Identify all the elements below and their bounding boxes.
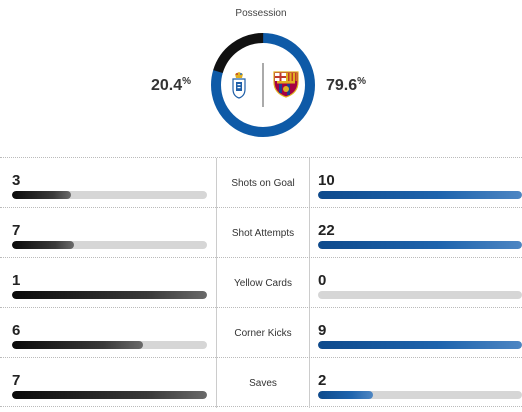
stat-label: Shot Attempts	[216, 208, 310, 258]
away-stat-value: 22	[318, 222, 335, 239]
home-stat-value: 3	[12, 172, 21, 189]
real-oviedo-crest-icon	[232, 72, 246, 99]
home-stat-bar-fill	[12, 391, 207, 399]
possession-title: Possession	[235, 8, 287, 19]
home-stat-bar	[12, 291, 207, 299]
match-stats-table: 3 Shots on Goal 10 7 Shot Attempts 22 1 …	[0, 157, 522, 408]
possession-home-arc	[211, 33, 315, 137]
home-stat-bar	[12, 191, 207, 199]
away-stat-bar-fill	[318, 391, 374, 399]
home-stat-cell: 7	[0, 358, 216, 408]
away-stat-bar	[318, 341, 522, 349]
away-stat-cell: 0	[310, 258, 522, 308]
home-stat-value: 7	[12, 222, 21, 239]
stat-row-shot-attempts: 7 Shot Attempts 22	[0, 207, 522, 258]
home-stat-value: 1	[12, 272, 21, 289]
home-stat-value: 6	[12, 322, 21, 339]
home-stat-bar	[12, 341, 207, 349]
away-stat-cell: 22	[310, 208, 522, 258]
home-stat-cell: 3	[0, 158, 216, 208]
possession-donut	[211, 33, 315, 137]
home-stat-bar-fill	[12, 191, 71, 199]
away-stat-value: 9	[318, 322, 327, 339]
away-stat-cell: 2	[310, 358, 522, 408]
home-stat-value: 7	[12, 372, 21, 389]
stat-row-saves: 7 Saves 2	[0, 357, 522, 408]
away-stat-value: 10	[318, 172, 335, 189]
away-possession-percent: 79.6%	[326, 76, 367, 94]
stat-label: Corner Kicks	[216, 308, 310, 358]
home-stat-cell: 1	[0, 258, 216, 308]
fc-barcelona-crest-icon	[273, 71, 299, 98]
away-stat-bar-fill	[318, 191, 522, 199]
home-stat-bar	[12, 391, 207, 399]
away-stat-value: 0	[318, 272, 327, 289]
away-stat-bar-fill	[318, 241, 522, 249]
away-stat-bar	[318, 191, 522, 199]
away-stat-bar	[318, 291, 522, 299]
away-stat-bar	[318, 241, 522, 249]
stat-label: Yellow Cards	[216, 258, 310, 308]
away-stat-bar	[318, 391, 522, 399]
home-possession-percent: 20.4%	[151, 76, 192, 94]
stat-label: Saves	[216, 358, 310, 408]
away-stat-value: 2	[318, 372, 327, 389]
stat-label: Shots on Goal	[216, 158, 310, 208]
home-stat-bar-fill	[12, 291, 207, 299]
home-stat-cell: 6	[0, 308, 216, 358]
home-stat-bar	[12, 241, 207, 249]
stat-row-yellow-cards: 1 Yellow Cards 0	[0, 257, 522, 308]
home-stat-cell: 7	[0, 208, 216, 258]
stat-row-corner-kicks: 6 Corner Kicks 9	[0, 307, 522, 358]
home-stat-bar-fill	[12, 241, 75, 249]
stat-row-shots-on-goal: 3 Shots on Goal 10	[0, 157, 522, 208]
away-stat-bar-fill	[318, 341, 522, 349]
away-stat-cell: 10	[310, 158, 522, 208]
home-stat-bar-fill	[12, 341, 143, 349]
away-stat-cell: 9	[310, 308, 522, 358]
